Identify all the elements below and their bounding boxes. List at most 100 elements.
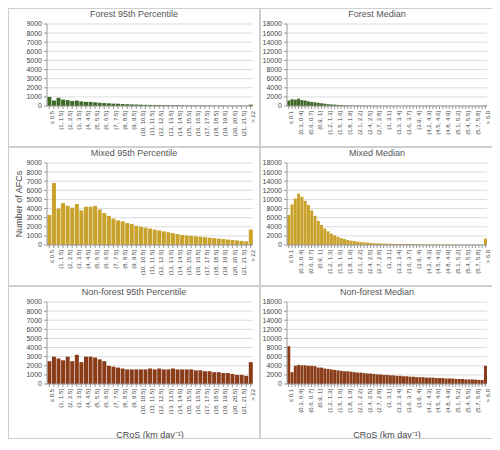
svg-text:(3.6, 3.7]: (3.6, 3.7] (406, 111, 412, 135)
svg-text:14000: 14000 (263, 178, 283, 185)
svg-text:(0.3, 0.4]: (0.3, 0.4] (298, 250, 304, 274)
svg-text:(0.6, 0.7]: (0.6, 0.7] (308, 389, 314, 413)
svg-text:> 6.0: > 6.0 (485, 249, 491, 263)
svg-text:(2.7, 2.8]: (2.7, 2.8] (376, 389, 382, 413)
svg-text:> 6.0: > 6.0 (485, 388, 491, 402)
svg-text:14000: 14000 (263, 317, 283, 324)
svg-text:16000: 16000 (263, 308, 283, 315)
svg-text:(20, 20.5]: (20, 20.5] (232, 250, 238, 276)
svg-text:(21, 21.5]: (21, 21.5] (241, 389, 247, 415)
svg-text:(15, 15.5]: (15, 15.5] (186, 250, 192, 276)
svg-text:(5.7, 5.8]: (5.7, 5.8] (475, 389, 481, 413)
svg-text:(13, 13.5]: (13, 13.5] (168, 250, 174, 276)
svg-text:(8, 8.5]: (8, 8.5] (122, 250, 128, 269)
svg-text:3000: 3000 (26, 214, 42, 221)
svg-text:8000: 8000 (26, 169, 42, 176)
svg-text:0: 0 (38, 102, 42, 109)
svg-text:(5.1, 5.2]: (5.1, 5.2] (455, 250, 461, 274)
svg-text:(12, 12.5]: (12, 12.5] (158, 111, 164, 137)
svg-text:> 22: > 22 (250, 388, 256, 401)
svg-text:(3.6, 3.7]: (3.6, 3.7] (406, 389, 412, 413)
svg-text:(21, 21.5]: (21, 21.5] (241, 250, 247, 276)
svg-text:6000: 6000 (26, 187, 42, 194)
svg-text:(2.1, 2.2]: (2.1, 2.2] (357, 250, 363, 274)
svg-text:(13, 13.5]: (13, 13.5] (168, 111, 174, 137)
svg-text:9000: 9000 (26, 159, 42, 166)
svg-text:> 22: > 22 (250, 249, 256, 262)
svg-text:16000: 16000 (263, 30, 283, 37)
svg-text:9000: 9000 (26, 298, 42, 305)
svg-text:(6, 6.5]: (6, 6.5] (103, 250, 109, 269)
svg-text:2000: 2000 (26, 223, 42, 230)
svg-text:(4, 4.5]: (4, 4.5] (85, 389, 91, 408)
svg-text:(16, 16.5]: (16, 16.5] (195, 250, 201, 276)
svg-text:(3.9, 4]: (3.9, 4] (416, 250, 422, 269)
svg-text:(17, 17.5]: (17, 17.5] (204, 250, 210, 276)
svg-text:(8, 8.5]: (8, 8.5] (122, 111, 128, 130)
svg-text:4000: 4000 (26, 205, 42, 212)
svg-text:(1, 1.5]: (1, 1.5] (58, 111, 64, 130)
svg-text:(20, 20.5]: (20, 20.5] (232, 389, 238, 415)
svg-text:(5.1, 5.2]: (5.1, 5.2] (455, 389, 461, 413)
svg-text:(2.7, 2.8]: (2.7, 2.8] (376, 111, 382, 135)
svg-text:≤ 0.1: ≤ 0.1 (288, 388, 294, 402)
svg-text:(5.7, 5.8]: (5.7, 5.8] (475, 111, 481, 135)
svg-text:≤ 0.5: ≤ 0.5 (49, 110, 55, 124)
svg-text:(1.8, 1.9]: (1.8, 1.9] (347, 250, 353, 274)
svg-text:8000: 8000 (26, 308, 42, 315)
svg-text:(14, 14.5]: (14, 14.5] (177, 111, 183, 137)
svg-text:10000: 10000 (263, 335, 283, 342)
svg-text:(5, 5.5]: (5, 5.5] (94, 111, 100, 130)
svg-text:(0.9, 1]: (0.9, 1] (317, 111, 323, 130)
svg-text:5000: 5000 (26, 57, 42, 64)
svg-text:(3.9, 4]: (3.9, 4] (416, 111, 422, 130)
svg-text:≤ 0.1: ≤ 0.1 (288, 110, 294, 124)
svg-text:(1.5, 1.6]: (1.5, 1.6] (337, 389, 343, 413)
svg-text:(4, 4.5]: (4, 4.5] (85, 250, 91, 269)
svg-text:5000: 5000 (26, 335, 42, 342)
svg-text:6000: 6000 (26, 48, 42, 55)
svg-text:(0.9, 1]: (0.9, 1] (317, 389, 323, 408)
svg-text:6000: 6000 (266, 214, 282, 221)
svg-text:(3, 3.1]: (3, 3.1] (386, 389, 392, 408)
svg-text:(4.8, 4.9]: (4.8, 4.9] (445, 111, 451, 135)
svg-text:(18, 18.5]: (18, 18.5] (213, 250, 219, 276)
svg-text:(18, 18.5]: (18, 18.5] (213, 111, 219, 137)
svg-text:(1.8, 1.9]: (1.8, 1.9] (347, 389, 353, 413)
svg-text:(3.3, 3.4]: (3.3, 3.4] (396, 250, 402, 274)
svg-text:(20, 20.5]: (20, 20.5] (232, 111, 238, 137)
svg-text:(3, 3.1]: (3, 3.1] (386, 111, 392, 130)
svg-text:(3, 3.5]: (3, 3.5] (76, 111, 82, 130)
svg-text:(19, 19.5]: (19, 19.5] (223, 389, 229, 415)
svg-text:(12, 12.5]: (12, 12.5] (158, 389, 164, 415)
svg-text:0: 0 (278, 380, 282, 387)
svg-text:(9, 9.5]: (9, 9.5] (131, 111, 137, 130)
svg-text:4000: 4000 (266, 223, 282, 230)
svg-text:(10, 10.5]: (10, 10.5] (140, 111, 146, 137)
svg-text:12000: 12000 (263, 48, 283, 55)
svg-text:(4.5, 4.6]: (4.5, 4.6] (435, 250, 441, 274)
svg-text:(1.2, 1.3]: (1.2, 1.3] (327, 389, 333, 413)
svg-text:(14, 14.5]: (14, 14.5] (177, 250, 183, 276)
svg-text:1000: 1000 (26, 93, 42, 100)
svg-text:Number of AFCs: Number of AFCs (14, 170, 24, 237)
svg-text:12000: 12000 (263, 187, 283, 194)
svg-text:9000: 9000 (26, 20, 42, 27)
svg-text:(4, 4.5]: (4, 4.5] (85, 111, 91, 130)
svg-text:(17, 17.5]: (17, 17.5] (204, 111, 210, 137)
svg-text:≤ 0.5: ≤ 0.5 (49, 249, 55, 263)
svg-text:(11, 11.5]: (11, 11.5] (149, 389, 155, 414)
svg-text:7000: 7000 (26, 178, 42, 185)
svg-text:(3.3, 3.4]: (3.3, 3.4] (396, 111, 402, 135)
svg-text:(2.4, 2.5]: (2.4, 2.5] (367, 111, 373, 135)
svg-text:(8, 8.5]: (8, 8.5] (122, 389, 128, 408)
svg-text:(1.8, 1.9]: (1.8, 1.9] (347, 111, 353, 135)
svg-text:(4.5, 4.6]: (4.5, 4.6] (435, 389, 441, 413)
svg-text:(4.5, 4.6]: (4.5, 4.6] (435, 111, 441, 135)
svg-text:(4.2, 4.3]: (4.2, 4.3] (426, 250, 432, 274)
svg-text:18000: 18000 (263, 159, 283, 166)
svg-text:(1.2, 1.3]: (1.2, 1.3] (327, 250, 333, 274)
svg-text:10000: 10000 (263, 57, 283, 64)
svg-text:> 6.0: > 6.0 (485, 110, 491, 124)
svg-text:(3.9, 4]: (3.9, 4] (416, 389, 422, 408)
